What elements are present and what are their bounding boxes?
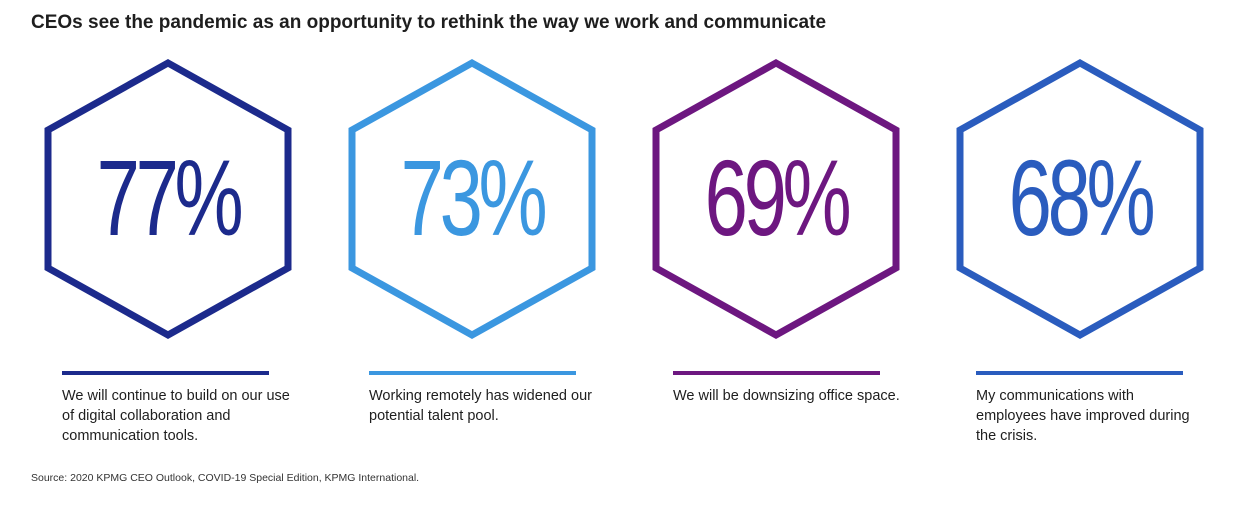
stat-value: 69%	[704, 137, 852, 258]
stat-underline	[62, 371, 269, 375]
stat-panel-1: 77% We will continue to build on our use…	[18, 0, 318, 470]
stat-value: 77%	[96, 137, 244, 258]
stat-panel-2: 73% Working remotely has widened our pot…	[322, 0, 622, 470]
stat-panel-4: 68% My communications with employees hav…	[930, 0, 1230, 470]
stat-caption: We will continue to build on our use of …	[62, 388, 290, 444]
hexagon-outline	[956, 58, 1204, 340]
hexagon-shape	[348, 58, 596, 340]
source-note: Source: 2020 KPMG CEO Outlook, COVID-19 …	[31, 472, 420, 484]
stat-value: 73%	[400, 137, 548, 258]
stat-underline	[976, 371, 1183, 375]
chart-title: CEOs see the pandemic as an opportunity …	[31, 12, 827, 33]
hexagon-shape	[956, 58, 1204, 340]
hexagon-shape	[44, 58, 292, 340]
stat-underline	[369, 371, 576, 375]
stat-underline	[673, 371, 880, 375]
hexagon-shape	[652, 58, 900, 340]
stat-caption: Working remotely has widened our potenti…	[369, 388, 592, 424]
hexagon-outline	[652, 58, 900, 340]
stat-caption: My communications with employees have im…	[976, 388, 1190, 444]
stat-panel-3: 69% We will be downsizing office space.	[626, 0, 926, 470]
hexagon-outline	[44, 58, 292, 340]
hexagon-outline	[348, 58, 596, 340]
stat-caption: We will be downsizing office space.	[673, 388, 900, 404]
stat-value: 68%	[1008, 137, 1156, 258]
